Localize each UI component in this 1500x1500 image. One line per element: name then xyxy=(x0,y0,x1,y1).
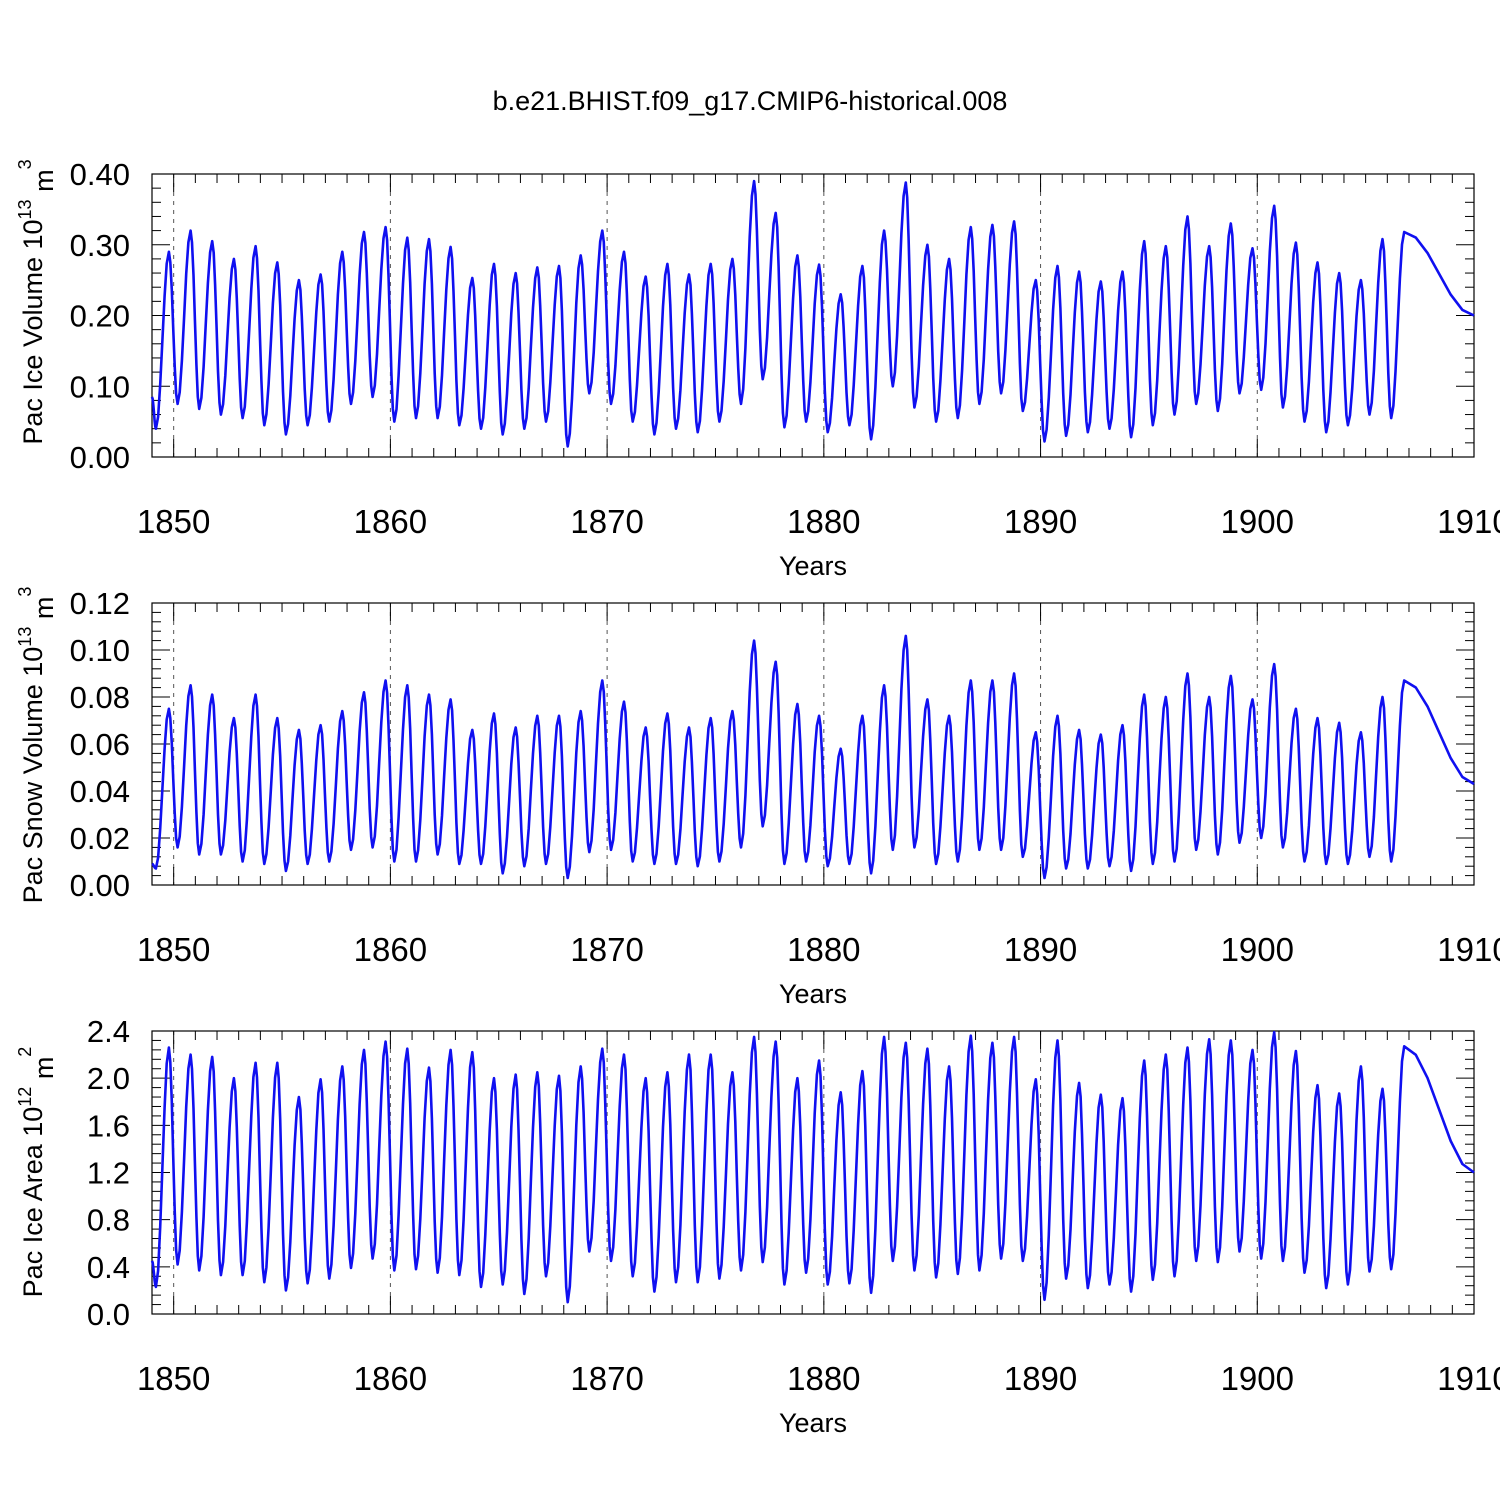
snow-volume-panel: 1850 1860 1870 1880 1890 1900 1910 Years 0.00 0.0… xyxy=(15,586,1500,1009)
y-axis-title-ylabel-unit-exp: 3 xyxy=(15,159,35,169)
ice-area-series-line xyxy=(150,1030,1475,1304)
ice-volume-panel: 1850 1860 1870 1880 1890 1900 1910 Years 0.00 0.1… xyxy=(15,157,1500,581)
y-axis-title-ylabel-unit: m xyxy=(29,169,59,199)
y-tick-label: 0.02 xyxy=(70,821,130,856)
y-tick-label: 0.08 xyxy=(70,680,130,715)
x-tick-label: 1880 xyxy=(787,1360,860,1397)
y-axis-title-ylabel-unit-exp: 2 xyxy=(15,1047,35,1057)
y-tick-label: 0.12 xyxy=(70,586,130,621)
y-axis-title: Pac Snow Volume 1013 m3 xyxy=(15,587,59,904)
x-tick-label: 1900 xyxy=(1221,503,1294,540)
y-axis-title-ylabel-unit-exp: 3 xyxy=(15,587,35,597)
y-axis-title-ylabel-main: Pac Ice Volume 10 xyxy=(18,219,48,444)
x-tick-label: 1850 xyxy=(137,1360,210,1397)
x-axis-title: Years xyxy=(779,1408,847,1438)
x-tick-label: 1900 xyxy=(1221,1360,1294,1397)
x-tick-label: 1870 xyxy=(570,503,643,540)
x-axis-title: Years xyxy=(779,979,847,1009)
x-tick-label: 1910 xyxy=(1437,503,1500,540)
y-tick-label: 0.0 xyxy=(87,1297,130,1332)
y-tick-label: 1.6 xyxy=(87,1108,130,1143)
y-tick-label: 2.4 xyxy=(87,1014,130,1049)
x-tick-label: 1900 xyxy=(1221,931,1294,968)
y-tick-label: 0.04 xyxy=(70,774,130,809)
y-axis-title-ylabel-exp: 13 xyxy=(15,627,35,647)
x-tick-label: 1870 xyxy=(570,931,643,968)
y-tick-label: 0.10 xyxy=(70,633,130,668)
y-tick-label: 0.00 xyxy=(70,440,130,475)
y-axis-title: Pac Ice Volume 1013 m3 xyxy=(15,159,59,444)
x-tick-label: 1910 xyxy=(1437,931,1500,968)
snow-volume-series-line xyxy=(151,634,1475,880)
ice-area-panel: 1850 1860 1870 1880 1890 1900 1910 Years 0.0 0.4 0… xyxy=(15,1014,1500,1438)
y-axis-title-ylabel-unit: m xyxy=(29,597,59,627)
x-tick-label: 1890 xyxy=(1004,1360,1077,1397)
y-tick-label: 0.06 xyxy=(70,727,130,762)
x-axis-title: Years xyxy=(779,551,847,581)
x-tick-label: 1860 xyxy=(354,931,427,968)
x-tick-label: 1850 xyxy=(137,503,210,540)
figure-title: b.e21.BHIST.f09_g17.CMIP6-historical.008 xyxy=(493,86,1008,116)
x-tick-label: 1910 xyxy=(1437,1360,1500,1397)
x-tick-label: 1880 xyxy=(787,503,860,540)
y-tick-label: 0.8 xyxy=(87,1203,130,1238)
ice-volume-series-line xyxy=(150,179,1475,448)
x-tick-label: 1880 xyxy=(787,931,860,968)
y-tick-label: 0.4 xyxy=(87,1250,130,1285)
y-axis-title-ylabel-exp: 12 xyxy=(15,1087,35,1107)
y-tick-label: 1.2 xyxy=(87,1156,130,1191)
y-tick-label: 0.10 xyxy=(70,369,130,404)
y-tick-label: 2.0 xyxy=(87,1061,130,1096)
x-tick-label: 1870 xyxy=(570,1360,643,1397)
y-axis-title-ylabel-unit: m xyxy=(29,1057,59,1087)
x-tick-label: 1850 xyxy=(137,931,210,968)
y-axis-title-ylabel-main: Pac Ice Area 10 xyxy=(18,1107,48,1298)
y-axis-title: Pac Ice Area 1012 m2 xyxy=(15,1047,59,1298)
x-tick-label: 1860 xyxy=(354,503,427,540)
y-tick-label: 0.20 xyxy=(70,299,130,334)
x-tick-label: 1890 xyxy=(1004,503,1077,540)
y-tick-label: 0.00 xyxy=(70,868,130,903)
y-tick-label: 0.30 xyxy=(70,228,130,263)
y-axis-title-ylabel-exp: 13 xyxy=(15,199,35,219)
x-tick-label: 1860 xyxy=(354,1360,427,1397)
y-axis-title-ylabel-main: Pac Snow Volume 10 xyxy=(18,647,48,904)
y-tick-label: 0.40 xyxy=(70,157,130,192)
x-tick-label: 1890 xyxy=(1004,931,1077,968)
